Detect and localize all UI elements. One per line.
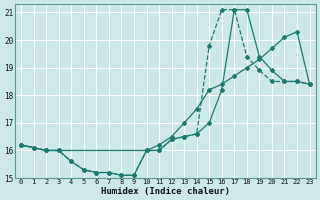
X-axis label: Humidex (Indice chaleur): Humidex (Indice chaleur) (101, 187, 230, 196)
